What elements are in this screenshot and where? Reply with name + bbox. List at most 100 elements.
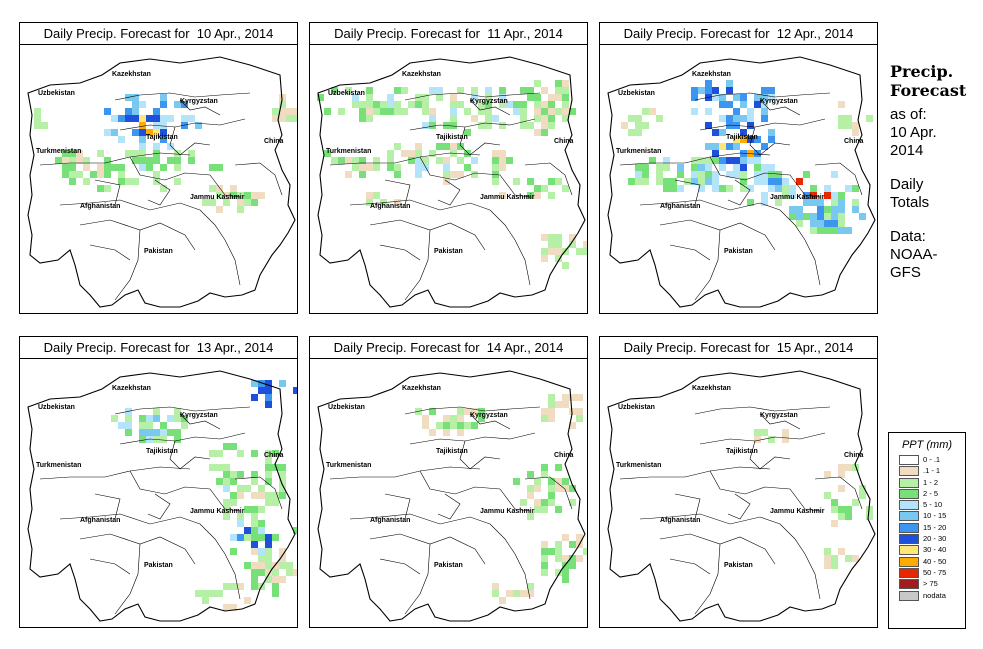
precip-cell — [181, 422, 188, 429]
precip-cell — [359, 115, 366, 122]
precip-cell — [541, 129, 548, 136]
precip-cell — [62, 157, 69, 164]
legend-swatch — [899, 545, 919, 556]
precip-cell — [272, 534, 279, 541]
precip-cell — [286, 108, 293, 115]
precip-cell — [188, 157, 195, 164]
precip-cell — [293, 115, 297, 122]
precip-cell — [852, 206, 859, 213]
map-label-tajikistan: Tajikistan — [436, 134, 468, 141]
precip-cell — [237, 492, 244, 499]
admin-boundary — [619, 152, 771, 166]
precip-cell — [272, 492, 279, 499]
admin-boundary — [699, 432, 826, 445]
precip-cell — [775, 185, 782, 192]
precip-cell — [251, 394, 258, 401]
admin-boundary — [459, 440, 501, 470]
precip-cell — [209, 199, 216, 206]
precip-cell — [104, 171, 111, 178]
admin-boundary — [727, 179, 751, 206]
precip-cell — [719, 115, 726, 122]
map-label-afghanistan: Afghanistan — [370, 203, 410, 210]
precip-cell — [831, 206, 838, 213]
precip-cell — [443, 164, 450, 171]
precip-cell — [740, 115, 747, 122]
precip-cell — [471, 171, 478, 178]
precip-cell — [97, 185, 104, 192]
precip-cell — [775, 171, 782, 178]
precip-cell — [499, 150, 506, 157]
map-label-pakistan: Pakistan — [724, 248, 753, 255]
precip-cell — [824, 562, 831, 569]
admin-boundary — [79, 533, 196, 565]
precip-cell — [824, 492, 831, 499]
admin-boundary — [59, 199, 201, 211]
precip-cell — [272, 108, 279, 115]
precip-cell — [265, 541, 272, 548]
precip-cell — [111, 164, 118, 171]
asof-year: 2014 — [890, 142, 924, 159]
legend-swatch — [899, 579, 919, 590]
precip-cell — [838, 506, 845, 513]
precip-cell — [251, 450, 258, 457]
precip-cell — [656, 115, 663, 122]
admin-boundary — [659, 533, 776, 565]
precip-cell — [555, 94, 562, 101]
precip-cell — [740, 94, 747, 101]
precip-cell — [153, 408, 160, 415]
precip-cell — [534, 80, 541, 87]
precip-cell — [555, 178, 562, 185]
precip-cell — [272, 576, 279, 583]
legend-swatch — [899, 534, 919, 545]
precip-cell — [265, 555, 272, 562]
precip-cell — [279, 115, 286, 122]
precip-cell — [705, 122, 712, 129]
precip-cell — [698, 157, 705, 164]
precip-cell — [251, 520, 258, 527]
precip-cell — [457, 408, 464, 415]
precip-cell — [726, 185, 733, 192]
map-label-pakistan: Pakistan — [724, 562, 753, 569]
precip-cell — [635, 164, 642, 171]
legend-swatch — [899, 455, 919, 465]
precip-cell — [562, 80, 569, 87]
precip-cell — [153, 115, 160, 122]
admin-boundary — [814, 162, 863, 196]
precip-cell — [443, 171, 450, 178]
precip-cell — [457, 101, 464, 108]
precip-cell — [555, 541, 562, 548]
precip-cell — [824, 555, 831, 562]
precip-cell — [345, 87, 352, 94]
precip-cell — [485, 101, 492, 108]
map-label-tajikistan: Tajikistan — [726, 448, 758, 455]
precip-cell — [223, 199, 230, 206]
precip-cell — [279, 555, 286, 562]
precip-cell — [569, 541, 576, 548]
precip-cell — [471, 408, 478, 415]
precip-cell — [527, 471, 534, 478]
precip-cell — [562, 555, 569, 562]
precip-cell — [118, 115, 125, 122]
precip-cell — [562, 401, 569, 408]
precip-cell — [265, 450, 272, 457]
precip-cell — [366, 94, 373, 101]
precip-cell — [188, 115, 195, 122]
legend-item: 40 - 50 — [889, 556, 965, 568]
admin-boundary — [114, 543, 141, 615]
precip-cell — [76, 171, 83, 178]
admin-boundary — [129, 470, 241, 512]
precip-cell — [838, 122, 845, 129]
precip-cell — [251, 527, 258, 534]
precip-cell — [534, 506, 541, 513]
precip-cell — [534, 478, 541, 485]
precip-cell — [265, 562, 272, 569]
precip-cell — [789, 213, 796, 220]
precip-cell — [712, 129, 719, 136]
precip-cell — [279, 464, 286, 471]
admin-boundary — [469, 99, 511, 116]
precip-cell — [352, 101, 359, 108]
precip-cell — [272, 115, 279, 122]
precip-cell — [831, 520, 838, 527]
precip-cell — [555, 485, 562, 492]
country-outline — [317, 370, 586, 622]
